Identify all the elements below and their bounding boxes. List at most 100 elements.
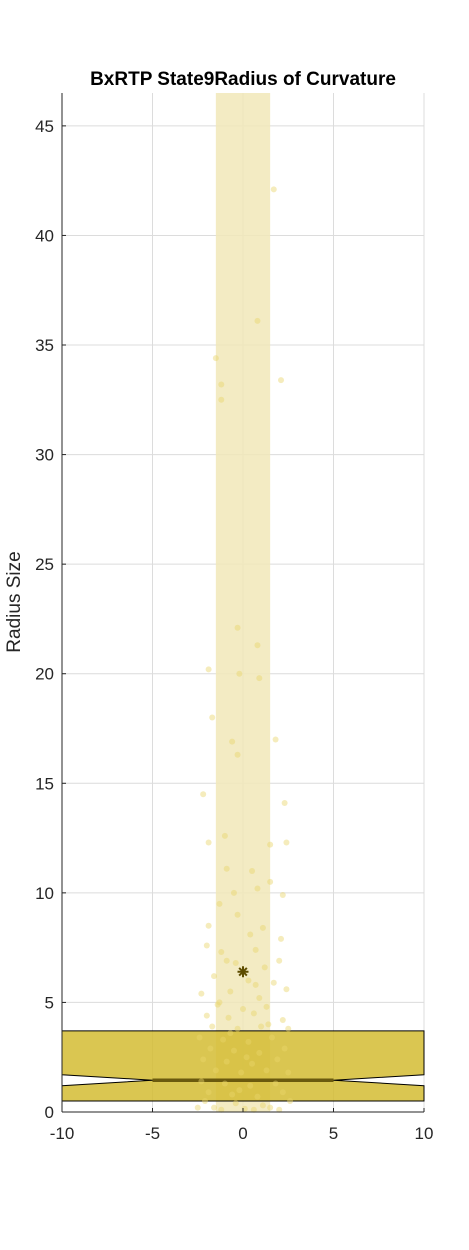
data-point-24 <box>231 890 237 896</box>
data-point-50 <box>204 1013 210 1019</box>
data-point-96 <box>265 1021 271 1027</box>
data-point-64 <box>256 1050 262 1056</box>
data-point-48 <box>240 1006 246 1012</box>
data-point-5 <box>218 397 224 403</box>
data-point-7 <box>235 625 241 631</box>
data-point-59 <box>220 1037 226 1043</box>
data-point-97 <box>216 999 222 1005</box>
y-tick-label-1: 5 <box>45 993 54 1012</box>
data-point-86 <box>211 1105 217 1111</box>
x-tick-label-0: -10 <box>50 1124 75 1143</box>
data-point-40 <box>211 973 217 979</box>
data-point-41 <box>245 978 251 984</box>
data-point-92 <box>195 1105 201 1111</box>
data-point-88 <box>267 1105 273 1111</box>
data-point-28 <box>280 892 286 898</box>
data-point-62 <box>207 1045 213 1051</box>
data-point-57 <box>285 1026 291 1032</box>
x-tick-label-1: -5 <box>145 1124 160 1143</box>
data-point-73 <box>285 1070 291 1076</box>
data-point-21 <box>224 866 230 872</box>
y-tick-label-6: 30 <box>35 446 54 465</box>
data-point-76 <box>247 1083 253 1089</box>
data-point-83 <box>233 1100 239 1106</box>
distribution-band <box>216 93 270 1112</box>
mean-marker <box>238 966 249 977</box>
data-point-27 <box>235 912 241 918</box>
data-point-66 <box>200 1056 206 1062</box>
data-point-12 <box>273 736 279 742</box>
data-point-51 <box>226 1015 232 1021</box>
data-point-10 <box>256 675 262 681</box>
y-tick-label-7: 35 <box>35 336 54 355</box>
y-tick-label-5: 25 <box>35 555 54 574</box>
data-point-43 <box>198 991 204 997</box>
data-point-72 <box>264 1067 270 1073</box>
data-point-20 <box>283 839 289 845</box>
data-point-67 <box>224 1059 230 1065</box>
mean-marker-group <box>238 966 249 977</box>
data-point-44 <box>227 988 233 994</box>
data-point-2 <box>213 355 219 361</box>
data-point-32 <box>204 942 210 948</box>
y-tick-label-2: 10 <box>35 884 54 903</box>
data-point-74 <box>198 1078 204 1084</box>
data-point-1 <box>254 318 260 324</box>
data-point-38 <box>262 964 268 970</box>
y-tick-label-4: 20 <box>35 665 54 684</box>
data-point-8 <box>206 666 212 672</box>
data-point-11 <box>209 715 215 721</box>
data-point-79 <box>229 1091 235 1097</box>
data-point-25 <box>254 885 260 891</box>
data-point-18 <box>222 833 228 839</box>
data-point-6 <box>254 642 260 648</box>
data-point-34 <box>253 947 259 953</box>
data-point-37 <box>233 960 239 966</box>
data-point-54 <box>209 1024 215 1030</box>
data-point-42 <box>271 980 277 986</box>
data-point-49 <box>264 1004 270 1010</box>
y-tick-label-8: 40 <box>35 226 54 245</box>
data-point-33 <box>218 949 224 955</box>
data-point-26 <box>216 901 222 907</box>
data-point-13 <box>229 739 235 745</box>
data-point-77 <box>273 1081 279 1087</box>
data-point-85 <box>287 1098 293 1104</box>
data-point-82 <box>202 1098 208 1104</box>
data-point-15 <box>200 791 206 797</box>
data-point-36 <box>224 958 230 964</box>
data-point-39 <box>276 958 282 964</box>
data-point-17 <box>206 839 212 845</box>
data-point-94 <box>244 1054 250 1060</box>
y-tick-label-9: 45 <box>35 117 54 136</box>
data-point-16 <box>282 800 288 806</box>
y-tick-label-0: 0 <box>45 1103 54 1122</box>
data-point-71 <box>238 1070 244 1076</box>
data-point-80 <box>254 1094 260 1100</box>
data-point-22 <box>249 868 255 874</box>
data-point-3 <box>218 381 224 387</box>
data-point-14 <box>235 752 241 758</box>
data-point-45 <box>256 995 262 1001</box>
data-point-61 <box>269 1034 275 1040</box>
data-point-63 <box>231 1048 237 1054</box>
data-point-69 <box>274 1056 280 1062</box>
data-point-19 <box>267 842 273 848</box>
data-point-30 <box>247 931 253 937</box>
data-point-29 <box>206 923 212 929</box>
x-tick-label-2: 0 <box>238 1124 247 1143</box>
chart-title: BxRTP State9Radius of Curvature <box>90 69 396 90</box>
data-point-4 <box>278 377 284 383</box>
data-point-56 <box>258 1024 264 1030</box>
data-point-65 <box>282 1045 288 1051</box>
data-point-70 <box>213 1067 219 1073</box>
y-tick-label-3: 15 <box>35 774 54 793</box>
data-point-75 <box>222 1081 228 1087</box>
data-point-98 <box>253 982 259 988</box>
distribution-band-rect <box>216 93 270 1112</box>
x-tick-label-4: 10 <box>415 1124 434 1143</box>
data-point-55 <box>235 1026 241 1032</box>
data-point-84 <box>260 1102 266 1108</box>
